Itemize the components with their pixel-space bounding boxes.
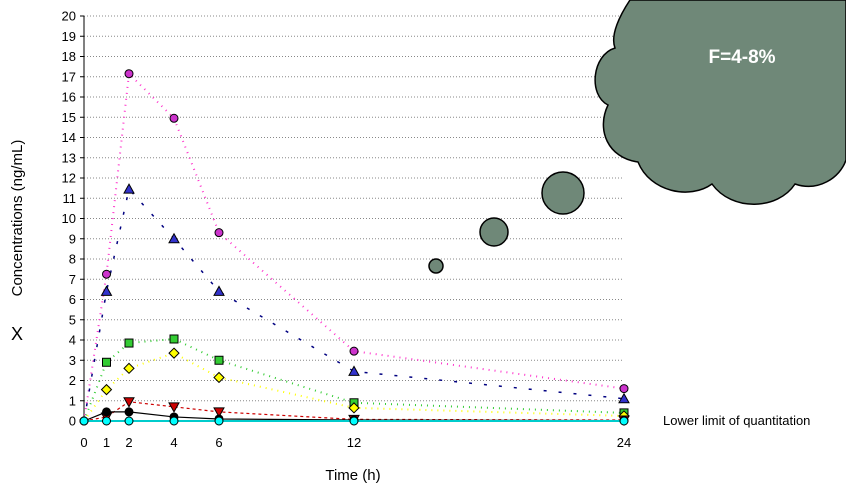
y-tick-label: 8: [69, 252, 76, 267]
data-point-s4-x6: [213, 371, 225, 384]
data-point-s5-x6: [213, 407, 225, 418]
y-tick-label: 3: [69, 353, 76, 368]
data-point-s2-x12: [348, 365, 360, 376]
x-tick-label: 6: [215, 435, 222, 450]
y-tick-label: 4: [69, 333, 76, 348]
x-tick-labels: 0 1 2 4 6 12 24: [80, 435, 631, 450]
data-point-s7-x0: [79, 416, 89, 426]
y-tick-label: 1: [69, 393, 76, 408]
y-tick-label: 10: [62, 211, 76, 226]
data-point-s2-x4: [168, 232, 180, 244]
axes: [80, 15, 625, 425]
x-tick-label: 4: [170, 435, 177, 450]
data-point-s1-x12: [349, 346, 359, 356]
y-tick-label: 6: [69, 292, 76, 307]
data-point-s1-x4: [169, 113, 179, 123]
data-point-s3-x4: [169, 334, 179, 344]
data-point-s6-x2: [124, 407, 134, 417]
data-point-s5-x2: [123, 397, 135, 408]
thought-bubble-large: [541, 171, 585, 215]
data-point-s7-x6: [214, 416, 224, 426]
data-point-s1-x2: [124, 69, 134, 79]
data-point-s2-x24: [618, 392, 630, 404]
thought-bubble-medium: [479, 217, 509, 247]
data-point-s1-x1: [102, 269, 111, 279]
y-tick-label: 14: [62, 130, 76, 145]
thought-bubble-small: [428, 258, 444, 274]
data-point-s7-x24: [619, 416, 629, 426]
data-point-s2-x2: [123, 183, 135, 194]
y-tick-label: 2: [69, 373, 76, 388]
y-tick-label: 5: [69, 312, 76, 327]
y-tick-label: 13: [62, 150, 76, 165]
x-tick-label: 0: [80, 435, 87, 450]
series-line-2: [83, 187, 625, 422]
y-axis-title: Concentrations (ng/mL): [9, 140, 26, 297]
y-tick-label: 19: [62, 29, 76, 44]
data-point-s7-x4: [169, 416, 179, 426]
y-tick-label: 9: [69, 231, 76, 246]
side-label-x: X: [11, 324, 23, 344]
y-tick-label: 18: [62, 49, 76, 64]
data-point-s7-x2: [124, 416, 134, 426]
data-point-s3-x6: [214, 355, 224, 365]
data-point-s2-x6: [213, 285, 225, 296]
y-tick-label: 12: [62, 171, 76, 186]
data-point-s2-x1: [100, 285, 113, 296]
lloq-label: Lower limit of quantitation: [663, 413, 810, 428]
data-point-s4-x1: [100, 383, 113, 396]
y-tick-label: 20: [62, 9, 76, 24]
data-point-s1-x6: [214, 228, 224, 238]
y-tick-label: 15: [62, 110, 76, 125]
data-point-s6-x1: [102, 407, 111, 417]
cloud-shape: [594, 0, 846, 205]
x-tick-label: 2: [125, 435, 132, 450]
y-tick-label: 7: [69, 272, 76, 287]
data-point-s4-x2: [123, 362, 135, 375]
data-point-s7-x12: [349, 416, 359, 426]
x-tick-label: 1: [103, 435, 110, 450]
callout-text: F=4-8%: [708, 47, 775, 68]
data-point-s1-x24: [619, 384, 629, 394]
callout-cloud: F=4-8%: [428, 0, 846, 274]
series-markers: [79, 69, 630, 427]
y-tick-label: 17: [62, 69, 76, 84]
y-tick-label: 0: [69, 414, 76, 429]
x-tick-label: 24: [617, 435, 631, 450]
data-point-s7-x1: [102, 416, 111, 426]
y-tick-label: 11: [63, 191, 77, 206]
x-axis-title: Time (h): [325, 467, 380, 484]
gridlines: [84, 15, 624, 402]
data-point-s4-x12: [348, 402, 360, 414]
x-tick-label: 12: [347, 435, 361, 450]
data-point-s4-x4: [168, 347, 180, 359]
y-tick-label: 16: [62, 90, 76, 105]
data-point-s3-x1: [102, 357, 111, 367]
data-point-s3-x2: [124, 338, 134, 348]
data-point-s5-x4: [168, 402, 180, 413]
